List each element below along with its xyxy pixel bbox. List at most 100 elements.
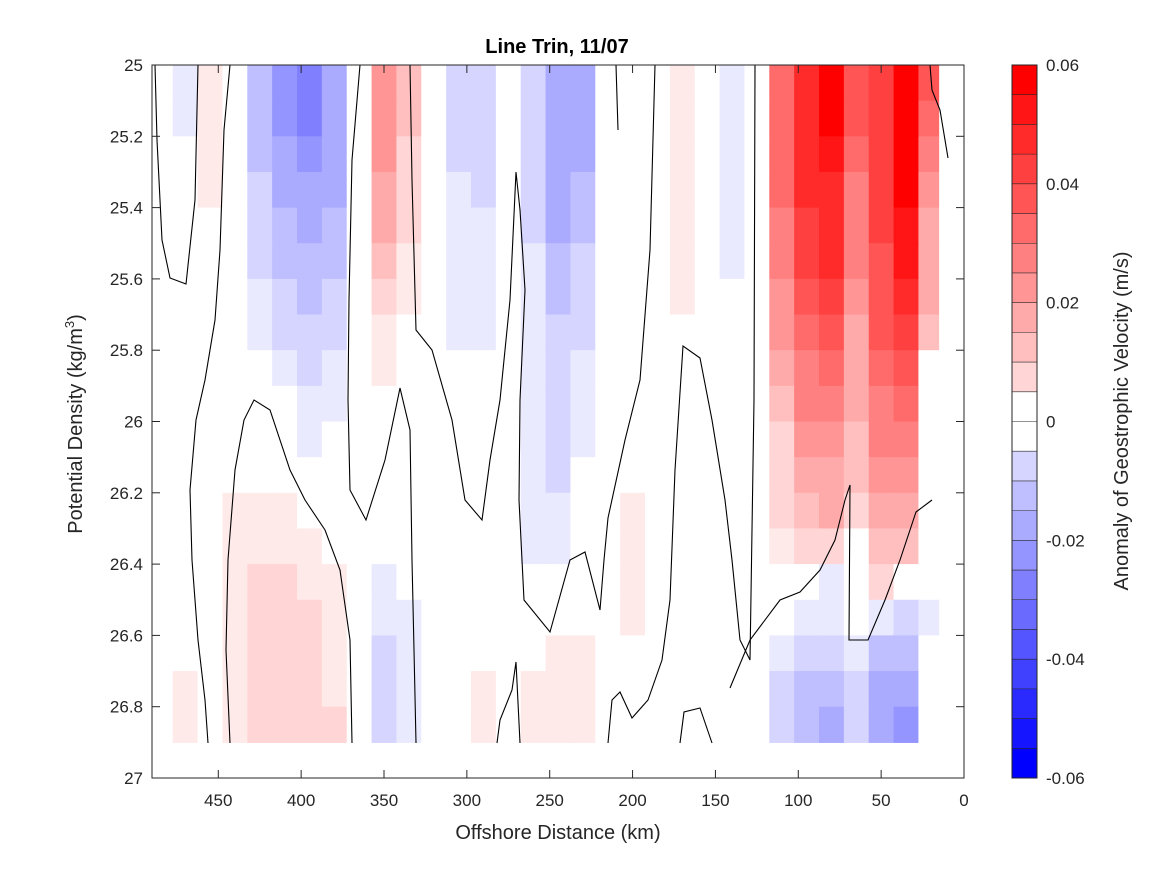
colorbar-label: Anomaly of Geostrophic Velocity (m/s)	[1111, 251, 1133, 590]
x-tick-label: 0	[959, 791, 968, 810]
colorbar-tick-label: -0.02	[1046, 531, 1085, 550]
heat-cell	[918, 457, 940, 494]
x-tick-label: 250	[536, 791, 564, 810]
heat-cell	[297, 671, 323, 708]
heat-cell	[346, 350, 373, 387]
heat-cell	[371, 100, 398, 137]
heat-cell	[719, 421, 746, 458]
heat-cell	[669, 171, 696, 209]
heat-cell	[172, 278, 199, 316]
y-axis-label: Potential Density (kg/m3)	[62, 314, 87, 534]
heat-cell	[620, 136, 646, 173]
heat-cell	[247, 457, 273, 494]
heat-cell	[744, 635, 770, 672]
heat-cell	[346, 100, 373, 137]
heat-cell	[918, 385, 940, 423]
heat-cell	[694, 207, 721, 244]
heat-cell	[321, 492, 348, 530]
heat-cell	[152, 171, 174, 209]
heat-cell	[645, 207, 671, 244]
heat-cell	[893, 421, 920, 458]
heat-cell	[893, 207, 920, 244]
heat-cell	[843, 706, 870, 743]
heat-cell	[769, 243, 795, 280]
heat-cell	[645, 421, 671, 458]
heat-cell	[495, 599, 522, 636]
heat-cell	[321, 278, 348, 316]
zero-contour	[518, 64, 656, 634]
heat-cell	[172, 457, 199, 494]
heat-cell	[719, 207, 746, 244]
heat-cell	[172, 65, 199, 102]
heat-cell	[570, 635, 596, 672]
heat-cell	[918, 635, 940, 672]
heat-cell	[669, 136, 696, 173]
heat-cell	[744, 706, 770, 743]
heat-cell	[272, 528, 298, 565]
heat-cell	[471, 136, 497, 173]
zero-contour	[729, 484, 933, 689]
heat-cell	[172, 207, 199, 244]
heat-cell	[939, 635, 957, 672]
heat-cell	[868, 599, 895, 636]
heat-cell	[595, 136, 621, 173]
heat-cell	[595, 100, 621, 137]
heat-cell	[421, 171, 447, 209]
heat-cell	[297, 706, 323, 743]
heat-cell	[719, 171, 746, 209]
heat-cell	[868, 706, 895, 743]
heat-cell	[744, 564, 770, 601]
heat-cell	[152, 350, 174, 387]
heat-cell	[769, 65, 795, 102]
heat-cell	[744, 171, 770, 209]
heat-cell	[595, 599, 621, 636]
heat-cell	[247, 599, 273, 636]
heat-cell	[471, 421, 497, 458]
heat-cell	[371, 243, 398, 280]
heat-cell	[471, 528, 497, 565]
heat-cell	[247, 314, 273, 351]
heat-cell	[172, 635, 199, 672]
heat-cell	[719, 278, 746, 316]
heat-cell	[669, 599, 696, 636]
heat-cell	[645, 564, 671, 601]
heat-cell	[620, 100, 646, 137]
heat-cell	[172, 171, 199, 209]
heat-cell	[819, 599, 845, 636]
heat-cell	[819, 350, 845, 387]
heat-cell	[446, 421, 472, 458]
heat-cell	[669, 564, 696, 601]
heat-cell	[868, 457, 895, 494]
heat-cell	[297, 421, 323, 458]
y-tick-label: 26.4	[110, 555, 143, 574]
colorbar-band	[1012, 332, 1037, 363]
heat-cell	[744, 136, 770, 173]
heat-cell	[446, 635, 472, 672]
heat-cell	[570, 171, 596, 209]
heat-cell	[172, 385, 199, 423]
heat-cell	[421, 243, 447, 280]
heat-cell	[396, 207, 422, 244]
heat-cell	[247, 207, 273, 244]
heat-cell	[918, 528, 940, 565]
heat-cell	[893, 278, 920, 316]
heat-cell	[843, 564, 870, 601]
heat-cell	[495, 243, 522, 280]
heat-cell	[197, 65, 224, 102]
heat-cell	[918, 599, 940, 636]
heat-cell	[446, 100, 472, 137]
colorbar-band	[1012, 688, 1037, 720]
heat-cell	[396, 171, 422, 209]
heat-cell	[222, 207, 248, 244]
heat-cell	[794, 599, 820, 636]
heat-cell	[794, 314, 820, 351]
heat-cell	[495, 492, 522, 530]
heat-cell	[893, 671, 920, 708]
heat-cell	[396, 136, 422, 173]
heat-cell	[694, 100, 721, 137]
heat-cell	[272, 278, 298, 316]
heat-cell	[495, 635, 522, 672]
heat-cell	[152, 100, 174, 137]
heat-cell	[446, 492, 472, 530]
heat-cell	[570, 314, 596, 351]
